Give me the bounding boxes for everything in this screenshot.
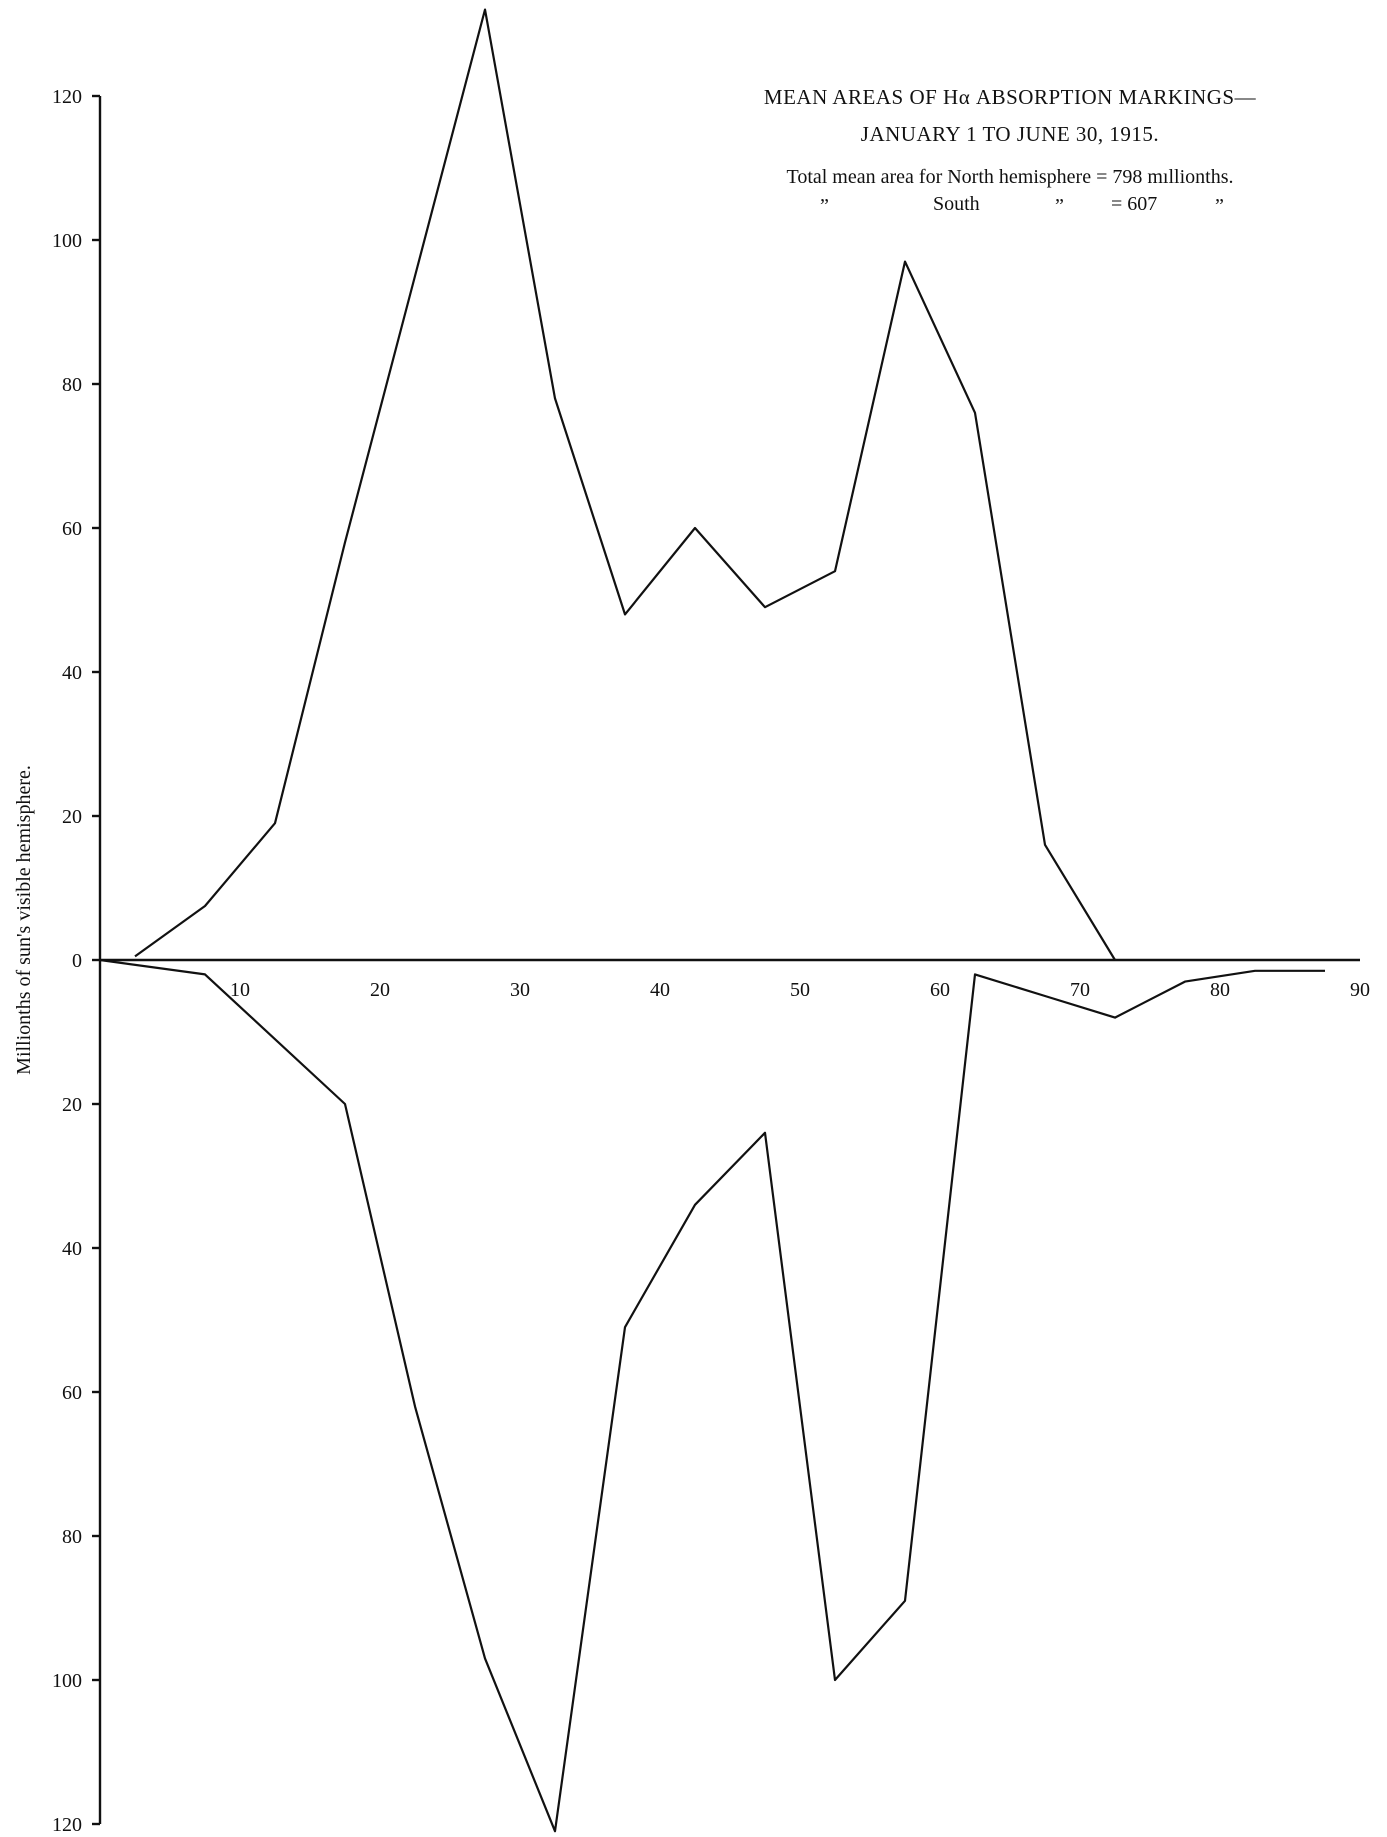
y-tick-label-lower: 60 bbox=[62, 1382, 82, 1404]
south-total-value: = 607 bbox=[1111, 193, 1157, 215]
x-tick-label: 60 bbox=[930, 979, 950, 1001]
y-tick-label-upper: 120 bbox=[52, 86, 82, 108]
series-line-south bbox=[99, 958, 1325, 1833]
x-tick-label: 70 bbox=[1070, 979, 1090, 1001]
y-tick-label-upper: 100 bbox=[52, 230, 82, 252]
y-tick-label-upper: 40 bbox=[62, 662, 82, 684]
x-tick-label: 30 bbox=[510, 979, 530, 1001]
y-tick-label-upper: 80 bbox=[62, 374, 82, 396]
ditto-mark-1: ” bbox=[820, 195, 829, 217]
x-tick-label: 10 bbox=[230, 979, 250, 1001]
y-tick-label-lower: 120 bbox=[52, 1814, 82, 1836]
series-group bbox=[99, 8, 1325, 1833]
y-tick-label-lower: 100 bbox=[52, 1670, 82, 1692]
south-label: South bbox=[933, 193, 980, 215]
series-line-north bbox=[134, 8, 1116, 961]
x-tick-label: 90 bbox=[1350, 979, 1370, 1001]
x-ticks: 10 20 30 40 50 60 70 80 90 bbox=[230, 979, 1370, 1001]
y-axis-label: Millionths of sun's visible hemisphere. bbox=[13, 765, 35, 1075]
chart-title-line1: MEAN AREAS OF Hα ABSORPTION MARKINGS— bbox=[764, 85, 1257, 109]
y-tick-label-lower: 20 bbox=[62, 1094, 82, 1116]
north-total-note: Total mean area for North hemisphere = 7… bbox=[787, 166, 1234, 188]
y-tick-label-lower: 40 bbox=[62, 1238, 82, 1260]
x-tick-label: 20 bbox=[370, 979, 390, 1001]
y-tick-label-lower: 80 bbox=[62, 1526, 82, 1548]
x-tick-label: 40 bbox=[650, 979, 670, 1001]
x-tick-label: 50 bbox=[790, 979, 810, 1001]
y-tick-label-upper: 0 bbox=[72, 950, 82, 972]
x-tick-label: 80 bbox=[1210, 979, 1230, 1001]
chart-title-line2: JANUARY 1 TO JUNE 30, 1915. bbox=[861, 122, 1159, 146]
y-ticks: 120 100 80 60 40 20 0 20 40 60 80 100 120 bbox=[52, 86, 100, 1836]
ditto-mark-2: ” bbox=[1055, 195, 1064, 217]
ditto-mark-3: ” bbox=[1215, 195, 1224, 217]
y-tick-label-upper: 60 bbox=[62, 518, 82, 540]
y-tick-label-upper: 20 bbox=[62, 806, 82, 828]
